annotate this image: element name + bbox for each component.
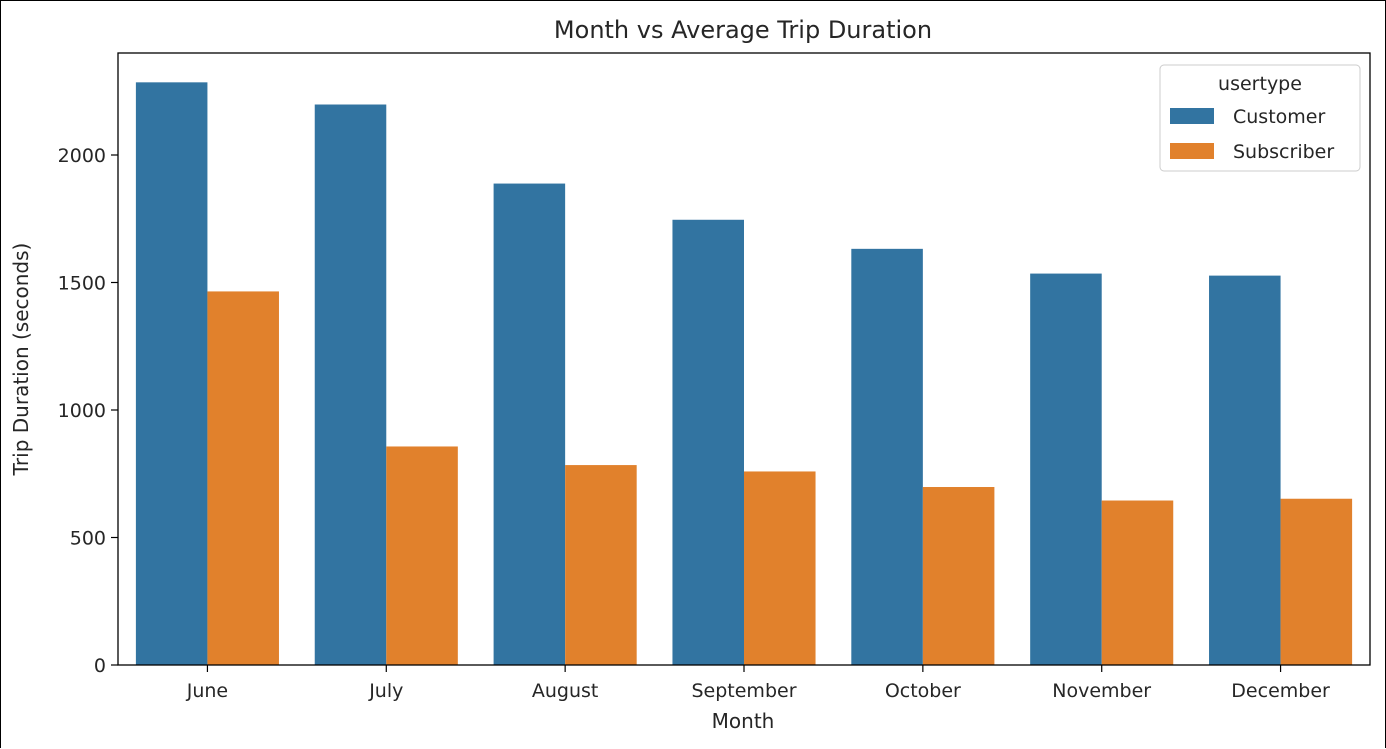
legend-swatch-subscriber — [1170, 143, 1214, 159]
y-axis-label: Trip Duration (seconds) — [9, 243, 33, 477]
y-tick-label: 1500 — [58, 273, 106, 295]
chart-title: Month vs Average Trip Duration — [554, 16, 932, 44]
bar-subscriber-november — [1101, 500, 1174, 665]
y-tick-label: 1000 — [58, 400, 106, 422]
bar-subscriber-december — [1280, 498, 1353, 665]
bar-subscriber-august — [565, 465, 637, 665]
x-tick-label: September — [691, 680, 796, 702]
x-axis-label: Month — [712, 709, 775, 733]
axes-frame — [117, 52, 1371, 666]
bar-subscriber-june — [207, 291, 279, 665]
bar-customer-august — [493, 183, 566, 665]
x-tick-label: October — [885, 680, 961, 702]
x-tick-label: November — [1052, 680, 1151, 702]
x-tick-label: December — [1231, 680, 1330, 702]
bar-customer-june — [135, 82, 208, 665]
bar-subscriber-july — [386, 446, 458, 665]
bar-customer-july — [314, 104, 387, 665]
legend: usertype Customer Subscriber — [1159, 64, 1361, 172]
legend-label-customer: Customer — [1233, 106, 1325, 128]
y-tick-label: 500 — [70, 528, 106, 550]
y-tick-label: 0 — [94, 655, 106, 677]
x-tick-label: June — [186, 680, 228, 702]
legend-label-subscriber: Subscriber — [1233, 141, 1334, 163]
y-axis: 0 500 1000 1500 2000 — [58, 145, 118, 677]
x-axis: June July August September October November De… — [186, 665, 1330, 702]
bar-customer-november — [1030, 273, 1102, 665]
bar-customer-october — [851, 248, 923, 665]
legend-entries: Customer Subscriber — [1170, 106, 1334, 163]
bar-customer-december — [1209, 275, 1281, 665]
x-tick-label: August — [532, 680, 599, 702]
legend-title: usertype — [1218, 73, 1302, 95]
x-tick-label: July — [368, 680, 403, 702]
legend-swatch-customer — [1170, 108, 1214, 124]
bar-subscriber-september — [744, 471, 816, 665]
bar-customer-september — [672, 219, 744, 665]
y-tick-label: 2000 — [58, 145, 106, 167]
bars-group — [135, 82, 1353, 665]
bar-subscriber-october — [922, 487, 995, 665]
